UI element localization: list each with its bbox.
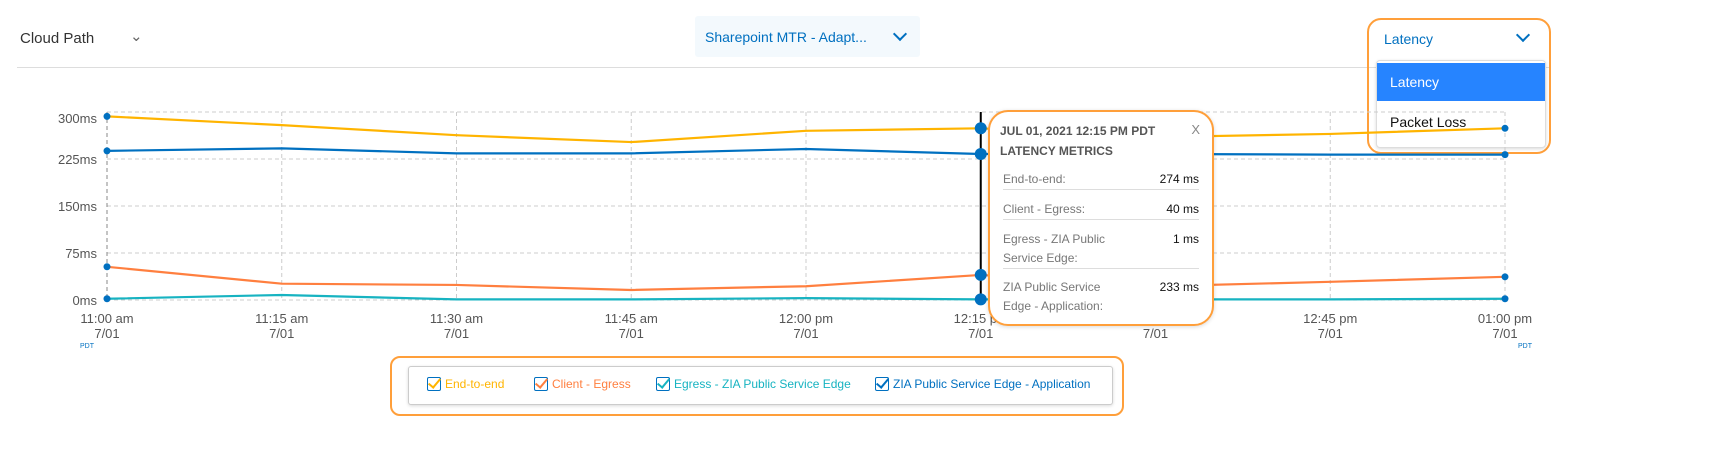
chevron-down-icon[interactable]: ⌄ [130,28,143,45]
x-tick-date: 7/01 [1492,326,1517,341]
highlight-point [974,122,987,135]
series-line [106,265,1506,292]
legend-label: Egress - ZIA Public Service Edge [674,377,851,391]
x-tick-label: 11:15 am [255,311,308,326]
x-tick-date: 7/01 [1318,326,1343,341]
checkbox-checked-icon[interactable] [656,377,670,391]
x-tick-label: 12:00 pm [779,311,833,326]
legend: End-to-end Client - Egress Egress - ZIA … [408,366,1113,405]
x-tick-label: 11:45 am [605,311,658,326]
app-selector-value: Sharepoint MTR - Adapt... [705,29,867,45]
row-label: Egress - ZIA Public Service Edge: [1003,232,1106,265]
row-label: ZIA Public Service Edge - Application: [1003,280,1104,313]
row-label: End-to-end: [1003,172,1066,186]
data-point [103,112,111,120]
x-tick-date: 7/01 [619,326,644,341]
legend-highlight [390,356,1124,416]
checkbox-checked-icon[interactable] [534,377,548,391]
x-tick-label: 11:00 am [80,311,133,326]
close-icon[interactable]: X [1191,122,1200,137]
menu-item-packet-loss[interactable]: Packet Loss [1390,114,1467,130]
data-point [103,263,111,271]
series-line [106,115,1506,144]
legend-item-end-to-end[interactable]: End-to-end [427,377,504,391]
menu-item-latency[interactable]: Latency [1377,63,1545,101]
checkbox-checked-icon[interactable] [427,377,441,391]
tooltip-row: End-to-end: 274 ms [1003,170,1199,190]
divider [17,67,1550,68]
row-label: Client - Egress: [1003,202,1086,216]
x-tick-label: 11:30 am [430,311,483,326]
checkbox-checked-icon[interactable] [875,377,889,391]
y-tick-label: 0ms [72,293,97,308]
x-tick-date: 7/01 [1143,326,1168,341]
tooltip: JUL 01, 2021 12:15 PM PDT X LATENCY METR… [988,110,1214,326]
data-point [1501,124,1509,132]
metric-menu: Latency Packet Loss [1376,60,1546,148]
tooltip-row: Client - Egress: 40 ms [1003,200,1199,220]
data-point [103,147,111,155]
x-tick-label: 01:00 pm [1478,311,1532,326]
y-tick-label: 150ms [58,199,98,214]
series-line [106,293,1506,301]
highlight-point [974,147,987,160]
data-point [1501,151,1509,159]
series-line [106,147,1505,156]
row-value: 233 ms [1159,280,1199,294]
x-tick-date: 7/01 [269,326,294,341]
legend-label: Client - Egress [552,377,631,391]
y-tick-label: 300ms [58,111,98,126]
tooltip-subtitle: LATENCY METRICS [1000,144,1113,158]
row-value: 1 ms [1172,232,1199,246]
x-tick-label: 12:45 pm [1303,311,1357,326]
x-tick-date: 7/01 [94,326,119,341]
highlight-point [974,293,987,306]
legend-label: ZIA Public Service Edge - Application [893,377,1091,391]
y-tick-label: 75ms [65,246,97,261]
tooltip-row: Egress - ZIA Public Service Edge: 1 ms [1003,230,1199,269]
data-point [1501,273,1509,281]
cloud-path-label[interactable]: Cloud Path [20,30,95,47]
metric-selector[interactable]: Latency [1384,31,1434,47]
legend-label: End-to-end [445,377,505,391]
legend-item-client-egress[interactable]: Client - Egress [534,377,631,391]
row-value: 40 ms [1166,202,1199,216]
row-value: 274 ms [1159,172,1199,186]
data-point [103,295,111,303]
tooltip-title: JUL 01, 2021 12:15 PM PDT [1000,124,1156,138]
legend-item-egress-zia[interactable]: Egress - ZIA Public Service Edge [656,377,851,391]
data-point [1501,295,1509,303]
legend-item-zia-application[interactable]: ZIA Public Service Edge - Application [875,377,1090,391]
tooltip-row: ZIA Public Service Edge - Application: 23… [1003,278,1199,316]
x-tick-date: 7/01 [968,326,993,341]
timezone-label: PDT [80,343,95,350]
y-tick-label: 225ms [58,152,98,167]
x-tick-date: 7/01 [793,326,818,341]
timezone-label: PDT [1518,343,1533,350]
app-selector-dropdown[interactable]: Sharepoint MTR - Adapt... [695,16,920,57]
x-tick-date: 7/01 [444,326,469,341]
metric-highlight [1367,18,1551,154]
highlight-point [974,268,987,281]
